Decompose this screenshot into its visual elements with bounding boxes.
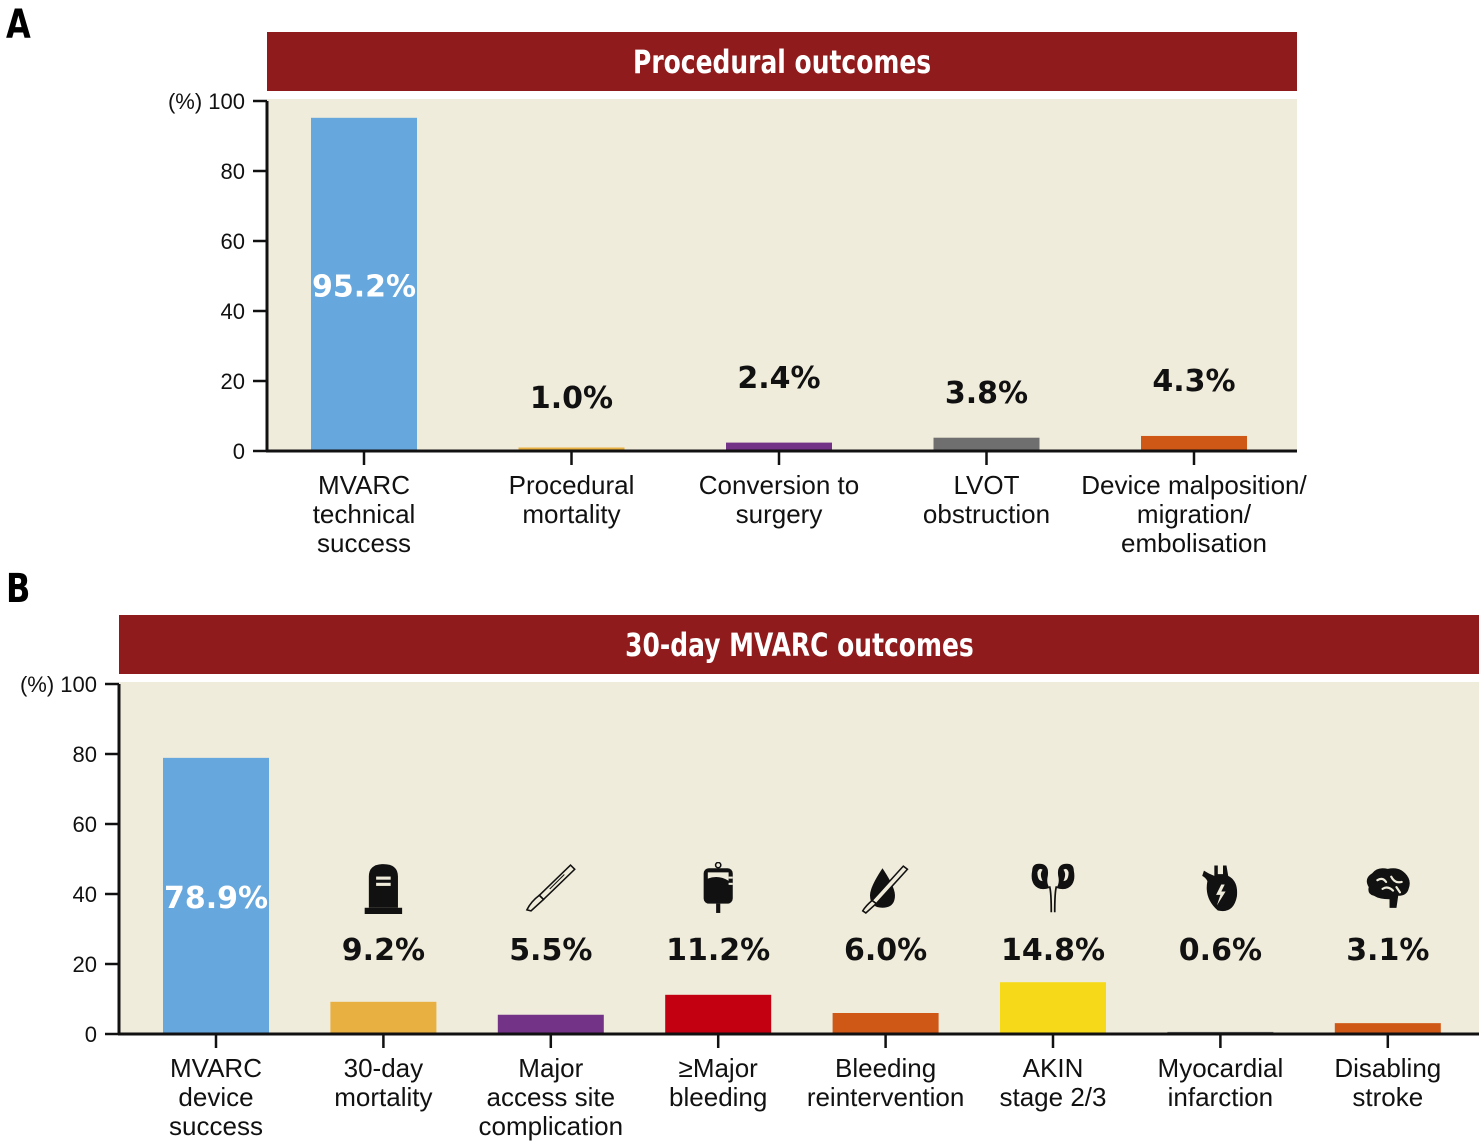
- category-label-line: stage 2/3: [1000, 1082, 1107, 1112]
- bar-5: [832, 1013, 939, 1034]
- bar-6: [1000, 982, 1106, 1034]
- panel-b-chart: 0 20 40 60 80 (%) 100 MVARC device success 78.9% 3…: [20, 672, 1479, 1141]
- panel-b-title: 30-day MVARC outcomes: [624, 625, 974, 664]
- category-label-line: Device malposition/: [1081, 470, 1307, 500]
- category-label-line: embolisation: [1121, 528, 1267, 558]
- category-label-line: technical: [313, 499, 416, 529]
- category-label-line: ≥Major: [679, 1053, 759, 1083]
- category-label-line: Major: [518, 1053, 583, 1083]
- bar-5: [1141, 435, 1247, 451]
- bar-3: [726, 442, 832, 451]
- category-label-line: Myocardial: [1158, 1053, 1284, 1083]
- category-label-line: device: [178, 1082, 253, 1112]
- y-tick-label: 40: [73, 882, 97, 907]
- category-label: AKIN stage 2/3: [1000, 1053, 1107, 1112]
- category-label-line: bleeding: [669, 1082, 767, 1112]
- category-label: LVOT obstruction: [923, 470, 1050, 529]
- category-label: MVARC technical success: [313, 470, 416, 558]
- bar-2: [330, 1001, 437, 1034]
- category-label: Bleeding reintervention: [807, 1053, 965, 1112]
- bar-1: [311, 117, 417, 452]
- category-label-line: obstruction: [923, 499, 1050, 529]
- panel-a-title-banner: Procedural outcomes: [267, 32, 1297, 91]
- category-label-line: AKIN: [1023, 1053, 1084, 1083]
- plot-background: [267, 99, 1297, 451]
- category-label: Conversion to surgery: [699, 470, 859, 529]
- y-tick-label: 20: [73, 952, 97, 977]
- tombstone-icon: [364, 864, 403, 914]
- category-label: 30-day mortality: [334, 1053, 432, 1112]
- category-label-line: MVARC: [170, 1053, 262, 1083]
- y-tick-label: 80: [221, 159, 245, 184]
- category-label: Disabling stroke: [1334, 1053, 1441, 1112]
- value-label: 6.0%: [844, 933, 927, 968]
- category-label-line: LVOT: [954, 470, 1020, 500]
- value-label: 3.1%: [1346, 933, 1429, 968]
- value-label: 14.8%: [1001, 933, 1105, 968]
- bar-1: [163, 757, 269, 1034]
- category-label-line: mortality: [522, 499, 620, 529]
- panel-letter-a: A: [6, 2, 31, 48]
- category-label-line: complication: [479, 1111, 624, 1141]
- y-tick-label: 0: [233, 439, 245, 464]
- category-label: MVARC device success: [169, 1053, 263, 1141]
- panel-a-chart: 0 20 40 60 80 (%) 100 MVARC technical success 95.…: [168, 89, 1308, 558]
- value-label: 1.0%: [530, 381, 613, 416]
- value-label: 5.5%: [509, 933, 592, 968]
- category-label-line: stroke: [1352, 1082, 1423, 1112]
- category-label: ≥Major bleeding: [669, 1053, 767, 1112]
- value-label: 0.6%: [1179, 933, 1262, 968]
- value-label: 2.4%: [737, 361, 820, 396]
- category-label: Myocardial infarction: [1158, 1053, 1284, 1112]
- category-label-line: mortality: [334, 1082, 432, 1112]
- plot-background: [119, 682, 1479, 1034]
- category-label-line: Conversion to: [699, 470, 859, 500]
- category-label-line: Bleeding: [835, 1053, 936, 1083]
- panel-a-title: Procedural outcomes: [632, 42, 932, 81]
- category-label: Device malposition/migration/embolisatio…: [1081, 470, 1307, 558]
- value-label: 78.9%: [164, 881, 268, 916]
- category-label-line: reintervention: [807, 1082, 965, 1112]
- category-label-line: access site: [486, 1082, 615, 1112]
- y-tick-label: 60: [73, 812, 97, 837]
- bar-4: [665, 994, 772, 1034]
- category-label: Major access site complication: [479, 1053, 624, 1141]
- y-tick-label: 80: [73, 742, 97, 767]
- y-tick-label: 60: [221, 229, 245, 254]
- category-label-line: MVARC: [318, 470, 410, 500]
- bar-3: [497, 1014, 604, 1034]
- category-label-line: migration/: [1137, 499, 1252, 529]
- value-label: 11.2%: [666, 933, 770, 968]
- y-tick-label: 0: [85, 1022, 97, 1047]
- category-label: Procedural mortality: [509, 470, 635, 529]
- y-tick-label: 40: [221, 299, 245, 324]
- value-label: 95.2%: [312, 269, 416, 304]
- category-label-line: success: [169, 1111, 263, 1141]
- category-label-line: surgery: [736, 499, 823, 529]
- value-label: 4.3%: [1152, 364, 1235, 399]
- bar-8: [1334, 1023, 1441, 1034]
- bar-4: [933, 437, 1040, 451]
- y-tick-label: (%) 100: [168, 89, 245, 114]
- panel-b-title-banner: 30-day MVARC outcomes: [119, 615, 1479, 674]
- category-label-line: Disabling: [1334, 1053, 1441, 1083]
- category-label-line: Procedural: [509, 470, 635, 500]
- category-label-line: success: [317, 528, 411, 558]
- y-tick-label: 20: [221, 369, 245, 394]
- panel-letter-b: B: [6, 566, 31, 612]
- value-label: 9.2%: [342, 933, 425, 968]
- category-label-line: infarction: [1168, 1082, 1274, 1112]
- category-label-line: 30-day: [344, 1053, 424, 1083]
- bar-2: [518, 447, 625, 451]
- value-label: 3.8%: [945, 376, 1028, 411]
- y-tick-label: (%) 100: [20, 672, 97, 697]
